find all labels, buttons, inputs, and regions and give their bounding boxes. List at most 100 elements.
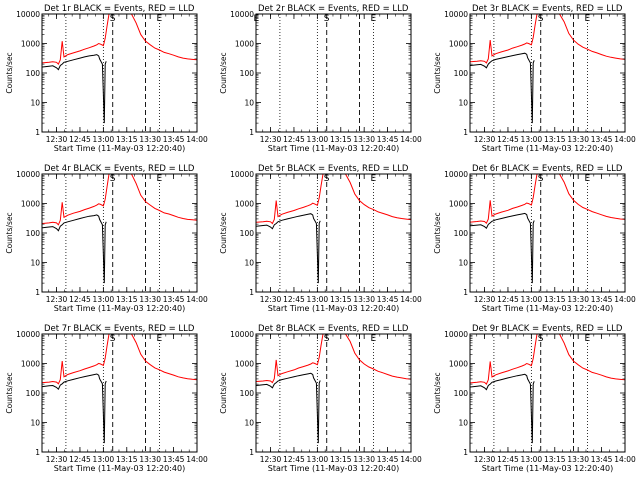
- y-tick-label: 1: [249, 288, 254, 297]
- panel-title: Det 6r BLACK = Events, RED = LLD: [472, 164, 623, 174]
- x-tick-label: 13:30: [567, 135, 589, 144]
- marker-label: S: [538, 334, 544, 344]
- x-tick-label: 14:00: [614, 295, 636, 304]
- panel-title: Det 5r BLACK = Events, RED = LLD: [258, 164, 409, 174]
- y-tick-label: 1: [35, 128, 40, 137]
- y-tick-label: 1: [35, 448, 40, 457]
- series-lld-line: [42, 14, 197, 65]
- x-tick-label: 13:30: [353, 135, 375, 144]
- x-tick-label: 14:00: [400, 295, 422, 304]
- marker-label: S: [110, 334, 116, 344]
- y-tick-label: 1000: [21, 40, 40, 49]
- marker-label: S: [538, 14, 544, 24]
- x-tick-label: 12:45: [69, 295, 91, 304]
- marker-label: S: [538, 174, 544, 184]
- series-group: [256, 334, 411, 444]
- x-tick-label: 13:45: [377, 295, 399, 304]
- x-tick-label: 13:30: [139, 295, 161, 304]
- y-tick-label: 10: [458, 259, 468, 268]
- y-axis-label: Counts/sec: [219, 212, 228, 253]
- panel-title: Det 9r BLACK = Events, RED = LLD: [472, 324, 623, 334]
- y-tick-label: 1: [463, 288, 468, 297]
- x-tick-label: 13:00: [521, 295, 543, 304]
- x-axis-label: Start Time (11-May-03 12:20:40): [268, 464, 399, 473]
- x-tick-label: 12:45: [283, 135, 305, 144]
- marker-label: E: [157, 334, 163, 344]
- y-tick-label: 100: [240, 69, 255, 78]
- x-tick-label: 13:45: [591, 295, 613, 304]
- x-tick-label: 12:45: [497, 455, 519, 464]
- y-tick-label: 10000: [230, 170, 254, 179]
- x-tick-label: 13:45: [163, 455, 185, 464]
- y-axis-label: Counts/sec: [433, 372, 442, 413]
- y-tick-label: 100: [26, 69, 41, 78]
- x-tick-label: 13:45: [591, 135, 613, 144]
- y-tick-label: 1: [463, 448, 468, 457]
- y-tick-label: 10000: [444, 170, 468, 179]
- x-tick-label: 12:30: [46, 135, 68, 144]
- marker-label: E: [585, 334, 591, 344]
- x-tick-label: 12:45: [497, 135, 519, 144]
- series-lld-line: [470, 334, 625, 385]
- x-tick-label: 14:00: [400, 135, 422, 144]
- panel-title: Det 1r BLACK = Events, RED = LLD: [44, 4, 195, 14]
- series-events-line: [470, 373, 535, 444]
- y-tick-label: 1000: [235, 200, 254, 209]
- y-tick-label: 1000: [235, 40, 254, 49]
- y-tick-label: 10: [458, 419, 468, 428]
- x-tick-label: 12:45: [283, 455, 305, 464]
- series-group: [470, 334, 625, 444]
- marker-label: E: [371, 174, 377, 184]
- x-axis-label: Start Time (11-May-03 12:20:40): [482, 304, 613, 313]
- y-tick-label: 10000: [16, 10, 40, 19]
- x-tick-label: 13:15: [330, 455, 352, 464]
- x-tick-label: 13:15: [116, 455, 138, 464]
- y-tick-label: 10000: [230, 330, 254, 339]
- y-tick-label: 10: [244, 259, 254, 268]
- y-tick-label: 1000: [21, 200, 40, 209]
- x-tick-label: 13:15: [544, 135, 566, 144]
- x-tick-label: 12:30: [474, 455, 496, 464]
- y-axis-label: Counts/sec: [219, 52, 228, 93]
- x-tick-label: 12:30: [260, 295, 282, 304]
- y-tick-label: 100: [26, 389, 41, 398]
- x-tick-label: 14:00: [186, 295, 208, 304]
- y-tick-label: 1000: [235, 360, 254, 369]
- y-tick-label: 1: [249, 128, 254, 137]
- x-tick-label: 13:15: [116, 135, 138, 144]
- y-axis-label: Counts/sec: [5, 212, 14, 253]
- panel-title: Det 2r BLACK = Events, RED = LLD: [258, 4, 409, 14]
- plot-frame: [469, 173, 626, 293]
- series-lld-line: [42, 334, 197, 385]
- series-group: [42, 14, 197, 124]
- series-lld-line: [256, 174, 411, 225]
- x-tick-label: 12:30: [474, 135, 496, 144]
- x-axis-label: Start Time (11-May-03 12:20:40): [482, 464, 613, 473]
- x-tick-label: 12:30: [474, 295, 496, 304]
- x-tick-label: 14:00: [400, 455, 422, 464]
- plot-frame: [255, 13, 412, 133]
- marker-label: E: [585, 174, 591, 184]
- y-tick-label: 1: [463, 128, 468, 137]
- panel-title: Det 3r BLACK = Events, RED = LLD: [472, 4, 623, 14]
- plot-frame: [255, 333, 412, 453]
- x-tick-label: 13:15: [330, 135, 352, 144]
- y-tick-label: 100: [454, 69, 469, 78]
- x-tick-label: 13:00: [521, 455, 543, 464]
- x-tick-label: 13:15: [116, 295, 138, 304]
- x-tick-label: 13:45: [591, 455, 613, 464]
- x-tick-label: 13:15: [544, 455, 566, 464]
- panel-title: Det 7r BLACK = Events, RED = LLD: [44, 324, 195, 334]
- series-lld-line: [42, 174, 197, 226]
- series-lld-line: [470, 14, 625, 64]
- x-tick-label: 13:45: [377, 135, 399, 144]
- plot-frame: [41, 13, 198, 133]
- x-tick-label: 14:00: [186, 135, 208, 144]
- y-tick-label: 100: [26, 229, 41, 238]
- x-tick-label: 13:00: [307, 135, 329, 144]
- y-tick-label: 1000: [21, 360, 40, 369]
- series-events-line: [256, 372, 321, 444]
- x-tick-label: 14:00: [186, 455, 208, 464]
